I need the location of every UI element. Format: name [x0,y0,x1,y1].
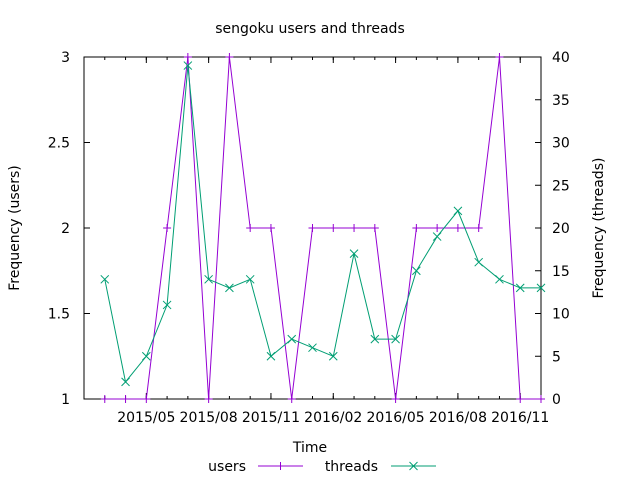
legend: users threads [208,459,436,475]
data-point-threads [370,334,380,344]
y-tick-label: 1.5 [48,307,70,323]
data-point-threads [162,300,172,310]
y-tick-label: 2 [61,221,70,237]
data-point-threads [515,283,525,293]
y2-tick-label: 0 [552,392,561,408]
y-tick-label: 2.5 [48,136,70,152]
data-point-threads [204,274,213,284]
y2-tick-label: 40 [552,50,570,66]
y2-tick-label: 25 [552,178,570,194]
series-line-users [104,56,541,400]
legend-label-users: users [208,459,246,475]
chart-title: sengoku users and threads [215,21,405,37]
y-tick-label: 1 [61,392,70,408]
data-point-threads [121,377,130,387]
y2-tick-label: 35 [552,93,570,109]
y2-tick-label: 5 [552,349,561,365]
series-line-threads [104,65,541,384]
y2-tick-label: 10 [552,307,570,323]
data-point-threads [266,351,276,361]
y2-tick-label: 20 [552,221,570,237]
data-point-threads [225,283,234,293]
data-point-threads [495,274,504,284]
x-tick-label: 2015/11 [242,410,300,426]
data-point-threads [100,274,110,284]
y-axis-label: Frequency (users) [7,165,23,291]
data-point-threads [141,351,151,361]
x-tick-label: 2016/08 [429,410,487,426]
data-point-threads [349,249,359,259]
y2-tick-label: 30 [552,136,570,152]
x-tick-label: 2016/11 [491,410,549,426]
x-tick-label: 2015/08 [180,410,238,426]
data-point-threads [328,351,338,361]
legend-label-threads: threads [325,459,378,475]
data-point-threads [412,266,421,276]
x-tick-label: 2016/02 [304,410,362,426]
y2-tick-label: 15 [552,264,570,280]
y2-axis-label: Frequency (threads) [591,158,607,299]
y-tick-label: 3 [61,50,70,66]
legend-marker-threads [409,461,418,471]
x-axis-label: Time [292,440,327,456]
data-point-threads [432,232,442,241]
data-point-threads [474,257,484,267]
data-point-threads [287,334,297,344]
data-point-threads [453,206,463,216]
x-tick-label: 2016/05 [367,410,425,426]
data-point-threads [308,343,317,353]
x-tick-label: 2015/05 [117,410,175,426]
data-point-threads [245,274,255,284]
data-point-threads [391,334,400,344]
data-point-threads [183,61,193,70]
data-point-threads [536,283,546,293]
